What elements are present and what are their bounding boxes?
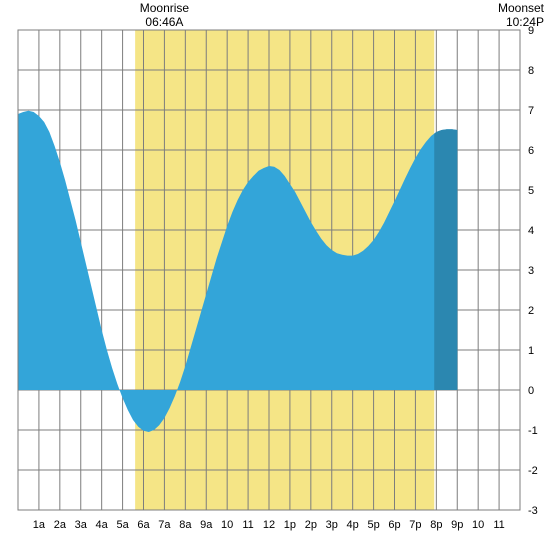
x-tick-label: 2p [305, 519, 317, 531]
x-tick-label: 4p [347, 519, 359, 531]
y-tick-label: 1 [528, 345, 534, 357]
y-tick-label: 7 [528, 105, 534, 117]
moonrise-time: 06:46A [145, 15, 183, 29]
moonset-time: 10:24P [506, 15, 544, 29]
x-tick-label: 11 [493, 519, 504, 531]
x-tick-label: 12 [263, 519, 275, 531]
x-tick-label: 2a [54, 519, 67, 531]
x-tick-label: 9a [200, 519, 213, 531]
x-tick-label: 6a [137, 519, 150, 531]
chart-svg: -3-2-101234567891a2a3a4a5a6a7a8a9a101112… [0, 0, 550, 550]
y-tick-label: 6 [528, 145, 534, 157]
x-tick-label: 1p [284, 519, 296, 531]
moonset-title: Moonset [498, 1, 545, 15]
x-tick-label: 5p [367, 519, 379, 531]
x-tick-label: 11 [242, 519, 253, 531]
y-tick-label: 3 [528, 265, 534, 277]
x-tick-label: 8p [430, 519, 442, 531]
x-tick-label: 9p [451, 519, 463, 531]
x-tick-label: 6p [388, 519, 400, 531]
x-tick-label: 5a [116, 519, 129, 531]
x-tick-label: 3p [326, 519, 338, 531]
y-tick-label: 4 [528, 225, 534, 237]
y-tick-label: 0 [528, 385, 534, 397]
x-tick-label: 8a [179, 519, 192, 531]
x-tick-label: 3a [75, 519, 88, 531]
x-tick-label: 4a [96, 519, 109, 531]
y-tick-label: -2 [528, 465, 538, 477]
moonrise-title: Moonrise [140, 1, 190, 15]
y-tick-label: 5 [528, 185, 534, 197]
x-tick-label: 1a [33, 519, 46, 531]
y-tick-label: -3 [528, 505, 538, 517]
x-tick-label: 7a [158, 519, 171, 531]
y-tick-label: -1 [528, 425, 538, 437]
x-tick-label: 7p [409, 519, 421, 531]
y-tick-label: 2 [528, 305, 534, 317]
tide-area-night [434, 129, 457, 390]
x-tick-label: 10 [221, 519, 233, 531]
x-tick-label: 10 [472, 519, 484, 531]
y-tick-label: 8 [528, 65, 534, 77]
tide-chart: -3-2-101234567891a2a3a4a5a6a7a8a9a101112… [0, 0, 550, 550]
